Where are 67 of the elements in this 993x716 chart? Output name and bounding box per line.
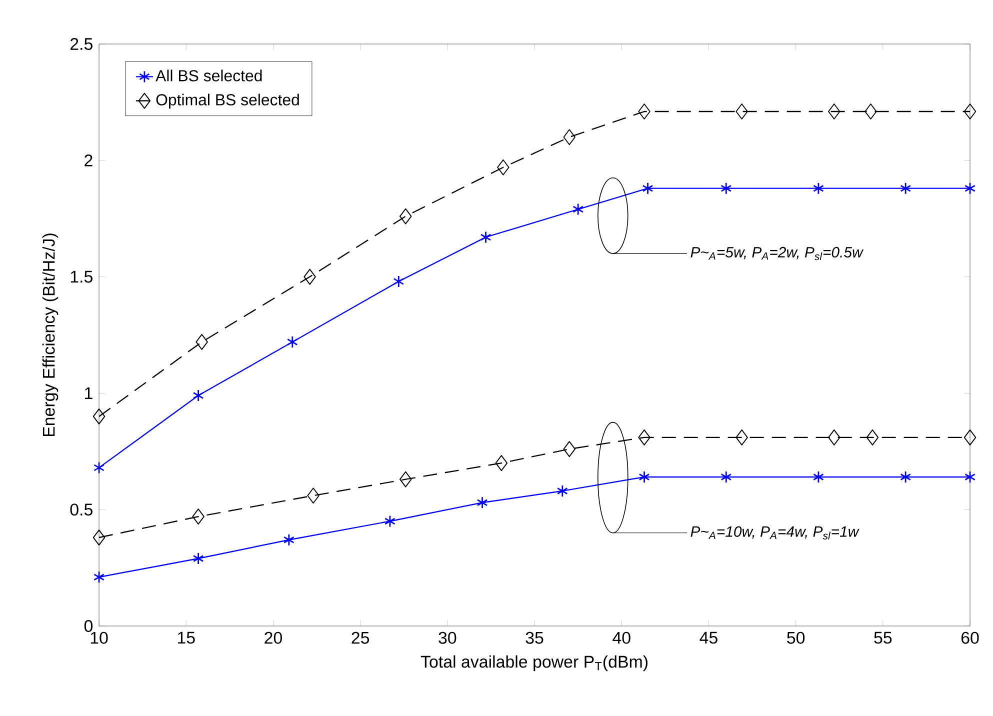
x-tick-label: 50: [787, 632, 805, 644]
point: [638, 470, 650, 484]
point: [192, 389, 204, 402]
point: [192, 552, 204, 565]
point: [642, 182, 654, 195]
legend-label: All BS selected: [156, 70, 262, 82]
x-tick-label: 35: [526, 632, 544, 644]
point: [283, 534, 294, 546]
point: [813, 470, 824, 484]
y-tick-label: 2.5: [70, 38, 92, 50]
point: [828, 429, 840, 446]
y-tick-label: 1: [85, 387, 92, 400]
y-tick-label: 1.5: [70, 270, 92, 283]
point: [495, 455, 508, 472]
y-tick-label: 0.5: [70, 504, 92, 516]
annotation: P~$_{A}$=10w, P$_{A}$=4w, P$_{sl}$=1w: [690, 526, 860, 540]
point: [94, 462, 104, 474]
point: [92, 408, 106, 424]
point: [736, 429, 748, 446]
point: [476, 496, 488, 509]
point: [964, 182, 976, 195]
point: [384, 515, 396, 528]
point: [480, 231, 492, 244]
point: [399, 471, 412, 488]
x-tick-label: 15: [178, 632, 195, 644]
x-tick-label: 20: [264, 632, 282, 644]
y-axis-title: Energy Efficiency (Bit/Hz/J): [42, 234, 58, 436]
point: [638, 104, 650, 120]
point: [866, 429, 879, 446]
x-tick-label: 25: [352, 632, 370, 644]
x-tick-label: 40: [612, 632, 630, 644]
point: [900, 470, 912, 484]
point: [196, 334, 208, 350]
x-axis-title: Total available power P$_{T}$(dBm): [420, 655, 648, 672]
point: [720, 470, 732, 484]
point: [638, 429, 650, 446]
point: [92, 530, 106, 546]
point: [813, 182, 824, 195]
x-tick-label: 60: [961, 632, 979, 644]
point: [572, 203, 584, 216]
point: [94, 570, 104, 584]
point: [286, 336, 298, 348]
point: [393, 275, 404, 288]
y-tick-label: 2: [84, 154, 92, 166]
x-tick-label: 30: [438, 632, 456, 644]
point: [399, 208, 412, 224]
y-tick-label: 0: [84, 620, 93, 632]
point: [192, 508, 204, 525]
point: [900, 182, 912, 195]
point: [736, 104, 748, 120]
point: [964, 104, 976, 120]
annotation: P~$_{A}$=5w, P$_{A}$=2w, P$_{sl}$=0.5w: [690, 246, 864, 260]
x-tick-label: 10: [90, 632, 108, 644]
point: [563, 441, 576, 458]
x-tick-label: 55: [874, 632, 892, 644]
point: [864, 104, 877, 120]
point: [964, 429, 976, 446]
point: [307, 488, 320, 504]
point: [720, 182, 732, 195]
point: [497, 159, 510, 176]
point: [556, 484, 568, 498]
point: [828, 104, 840, 120]
point: [304, 268, 316, 285]
legend-label: Optimal BS selected: [156, 94, 299, 109]
x-tick-label: 45: [700, 632, 718, 644]
point: [563, 129, 576, 146]
point: [964, 470, 976, 484]
